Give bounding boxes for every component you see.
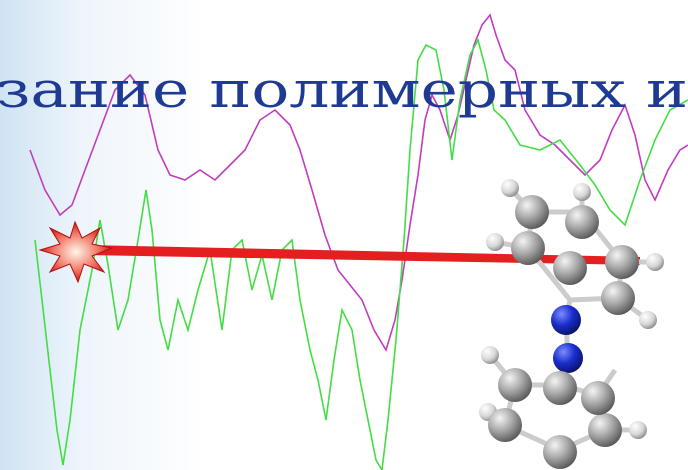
laser-flash bbox=[38, 220, 114, 284]
heading-fragment: зание полимерных и bbox=[0, 61, 688, 119]
molecule bbox=[479, 179, 664, 469]
laser-beam bbox=[85, 245, 640, 265]
spectrum-green bbox=[34, 37, 688, 470]
spectrum-magenta bbox=[29, 13, 688, 352]
